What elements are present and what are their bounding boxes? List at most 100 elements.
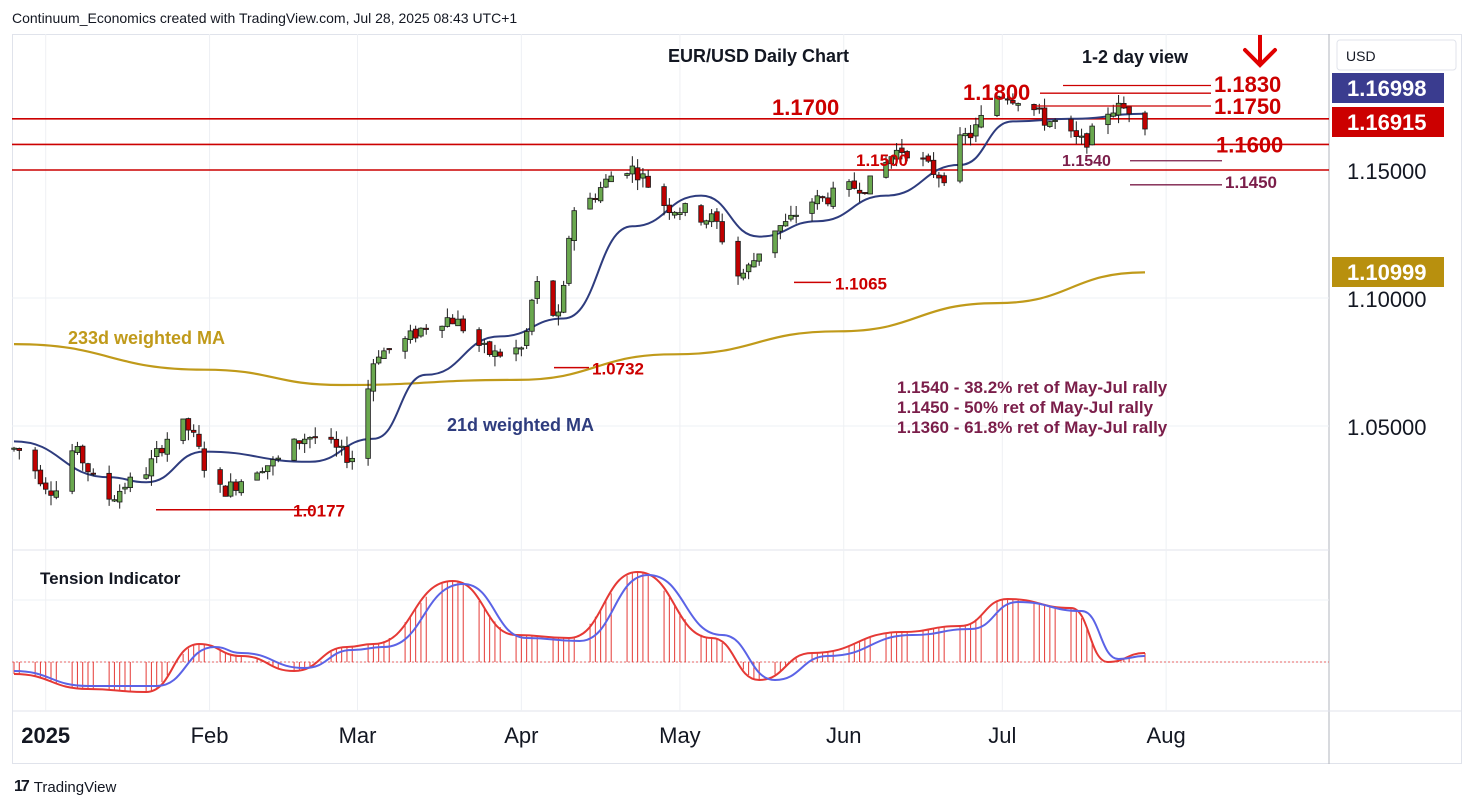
candle-body [307, 437, 313, 440]
header-credit: Continuum_Economics created with Trading… [12, 10, 518, 26]
candle [53, 481, 59, 500]
candle [1110, 104, 1116, 118]
candle-body [756, 253, 762, 262]
tension-signal-line [13, 573, 1146, 688]
candle [888, 155, 895, 169]
candle [69, 443, 75, 495]
candle-body [698, 205, 704, 223]
tradingview-logo[interactable]: 17 TradingView [14, 778, 116, 796]
candle [127, 472, 133, 493]
candle [117, 484, 123, 509]
candle-body [899, 147, 905, 153]
candle [640, 167, 646, 188]
candle-body [634, 167, 641, 181]
candle-body [555, 311, 562, 317]
candle-body [196, 433, 202, 447]
candle [566, 235, 572, 286]
candle [830, 181, 836, 209]
candle [148, 449, 155, 486]
candle [301, 433, 308, 453]
candle-body [819, 196, 826, 199]
candle [407, 324, 414, 344]
candle-body [518, 347, 525, 350]
candle-body [719, 221, 725, 243]
candle-body [486, 341, 493, 355]
candle-body [80, 445, 86, 464]
chart-frame [12, 34, 1462, 764]
candle [550, 280, 556, 317]
candle-body [661, 186, 667, 206]
candle-body [449, 317, 456, 325]
candle [703, 219, 710, 229]
candle-body [973, 124, 979, 137]
candle-body [48, 490, 54, 496]
candle-body [1078, 135, 1085, 138]
candle-body [227, 481, 234, 497]
candle-body [1010, 100, 1016, 104]
candle [967, 124, 974, 146]
price-badge-label: 1.10999 [1347, 260, 1427, 285]
candle [227, 473, 234, 498]
candle-body [1047, 121, 1053, 127]
candle-body [153, 448, 160, 457]
currency-box [1336, 39, 1457, 71]
candle [698, 204, 704, 226]
candle-body [682, 203, 688, 213]
candle-body [344, 446, 350, 463]
candle-body [275, 457, 281, 460]
candle [629, 156, 636, 183]
candle-body [338, 445, 345, 448]
candle-body [439, 325, 445, 331]
candle [196, 425, 202, 450]
price-tick-label: 1.05000 [1347, 415, 1427, 440]
candle [904, 150, 910, 162]
candle [772, 230, 778, 258]
candle [634, 159, 641, 191]
price-badge: 1.10999 [1332, 257, 1444, 287]
candle-body [772, 230, 778, 254]
candle-body [333, 438, 340, 448]
candle [455, 310, 461, 327]
candle-body [629, 165, 636, 175]
candle [32, 447, 38, 479]
candle-body [238, 481, 244, 494]
candle-body [1115, 102, 1122, 116]
candle [1052, 118, 1058, 129]
candle-body [967, 132, 974, 139]
candle [1078, 128, 1085, 145]
candle-body [867, 175, 873, 195]
candle-body [1142, 112, 1148, 130]
candle [597, 181, 604, 204]
candle-body [513, 347, 519, 355]
candle [661, 183, 667, 216]
candle [534, 276, 540, 304]
candle-body [312, 436, 318, 439]
candle [788, 205, 794, 222]
candle-body [85, 463, 91, 473]
candle-body [777, 225, 784, 232]
candle-body [957, 134, 963, 182]
candle [296, 440, 303, 450]
candle-body [904, 151, 910, 159]
candle-body [1110, 112, 1116, 117]
down-arrow-icon [1243, 35, 1277, 68]
resistance-label: 1.1750 [1214, 94, 1281, 119]
candle-body [751, 260, 757, 268]
candle-body [233, 481, 239, 491]
candle-body [1041, 107, 1048, 126]
candle [1010, 93, 1016, 105]
candle [735, 236, 741, 285]
candle-body [666, 204, 673, 214]
candle [259, 467, 266, 474]
candle-body [190, 429, 197, 433]
candle-body [1015, 103, 1021, 106]
candle [925, 153, 932, 163]
candle-body [962, 133, 968, 137]
candle [153, 440, 160, 464]
candle-body [117, 490, 123, 503]
candle [460, 315, 466, 334]
candle [365, 379, 371, 466]
candle-body [32, 449, 38, 472]
time-tick-label: Aug [1147, 723, 1186, 748]
